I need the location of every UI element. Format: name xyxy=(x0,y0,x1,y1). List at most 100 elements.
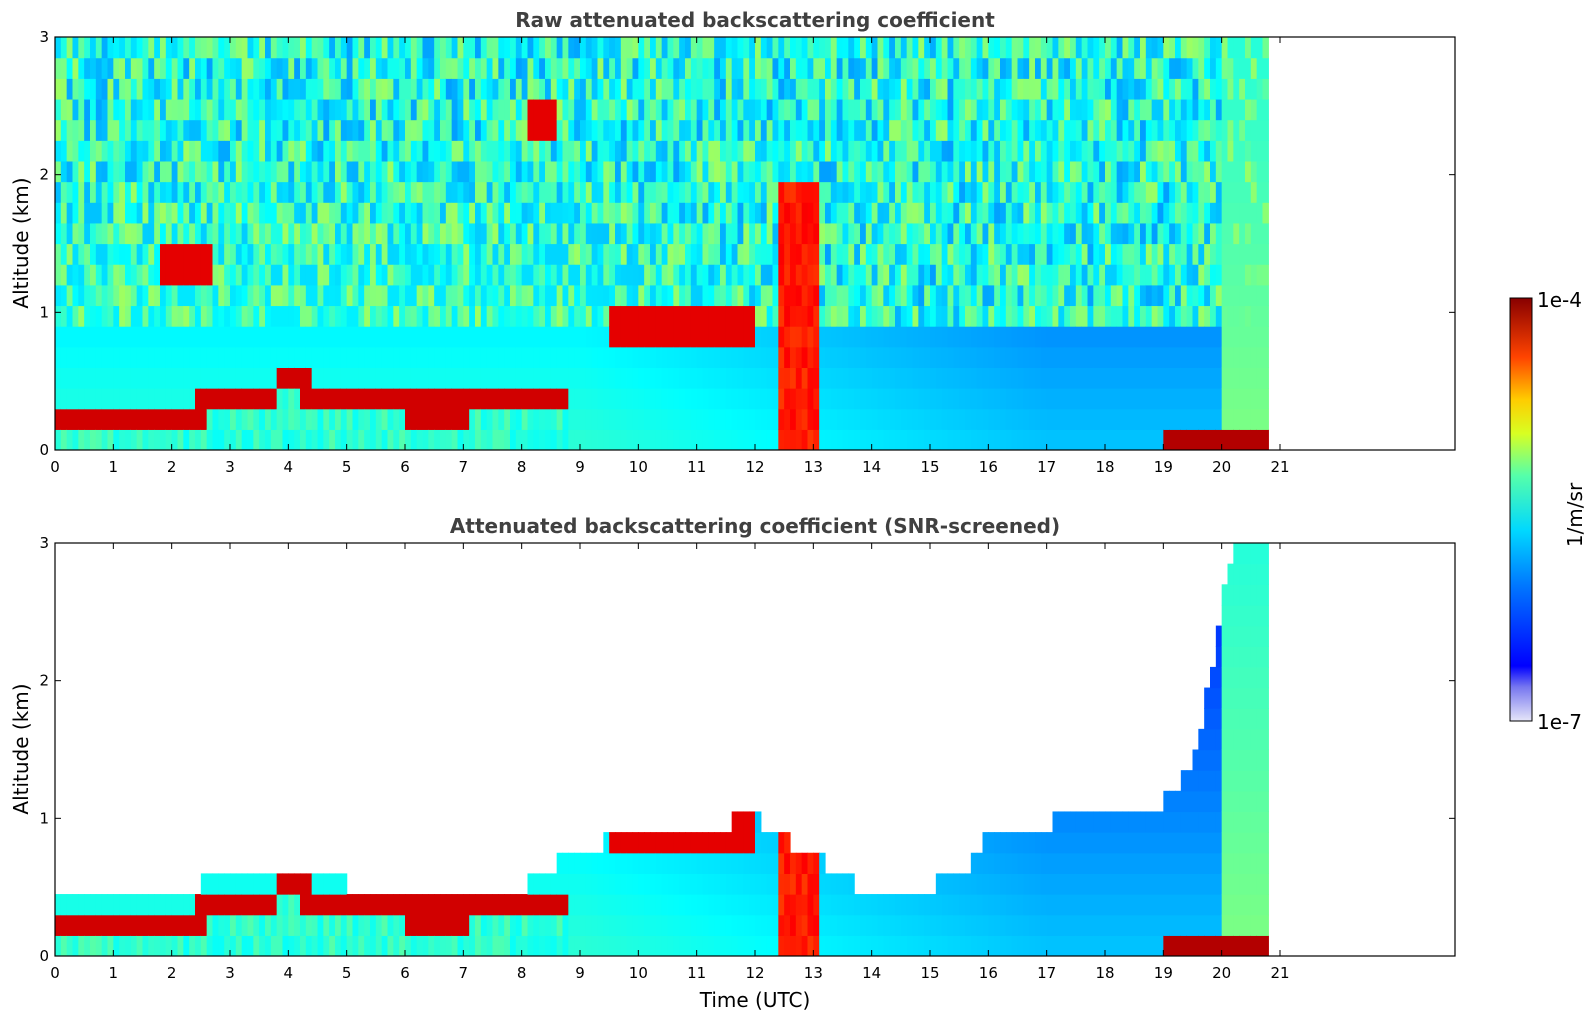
heatmap-cell xyxy=(842,935,849,956)
heatmap-cell xyxy=(1023,160,1030,183)
heatmap-cell xyxy=(125,160,132,183)
heatmap-cell xyxy=(1204,119,1211,141)
heatmap-cell xyxy=(393,367,400,389)
heatmap-cell xyxy=(259,202,266,224)
heatmap-cell xyxy=(638,243,645,265)
heatmap-cell xyxy=(848,243,855,265)
heatmap-cell xyxy=(428,222,435,245)
heatmap-cell xyxy=(329,140,336,162)
heatmap-cell xyxy=(72,181,79,203)
heatmap-cell xyxy=(900,264,908,286)
heatmap-cell xyxy=(1058,181,1065,203)
heatmap-cell xyxy=(685,367,692,389)
heatmap-cell xyxy=(434,914,441,936)
heatmap-cell xyxy=(784,346,791,368)
heatmap-cell xyxy=(177,140,184,162)
heatmap-cell xyxy=(1122,202,1129,224)
heatmap-cell xyxy=(533,305,540,327)
heatmap-cell xyxy=(259,935,266,956)
heatmap-cell xyxy=(224,429,231,450)
heatmap-cell xyxy=(644,78,651,100)
heatmap-cell xyxy=(1163,408,1170,430)
heatmap-cell xyxy=(457,222,464,245)
heatmap-cell xyxy=(580,140,587,162)
heatmap-cell xyxy=(469,914,476,936)
heatmap-cell xyxy=(457,160,464,183)
heatmap-cell xyxy=(941,243,949,265)
heatmap-cell xyxy=(200,222,208,245)
heatmap-cell xyxy=(591,78,599,100)
heatmap-cell xyxy=(720,57,727,79)
heatmap-cell xyxy=(947,388,954,410)
heatmap-cell xyxy=(760,367,768,389)
heatmap-cell xyxy=(335,873,342,895)
heatmap-cell xyxy=(941,140,949,162)
heatmap-cell xyxy=(300,914,307,936)
heatmap-cell xyxy=(136,429,144,450)
x-tick-label: 9 xyxy=(575,458,585,476)
heatmap-cell xyxy=(580,284,587,307)
heatmap-cell xyxy=(708,160,715,183)
heatmap-cell xyxy=(1180,326,1188,348)
x-tick-label: 3 xyxy=(225,458,235,476)
heatmap-cell xyxy=(725,326,733,348)
heatmap-cell xyxy=(311,140,319,162)
heatmap-cell xyxy=(533,202,540,224)
heatmap-cell xyxy=(830,264,838,286)
heatmap-cell xyxy=(906,57,914,79)
heatmap-cell xyxy=(982,852,989,874)
heatmap-cell xyxy=(825,408,832,430)
heatmap-cell xyxy=(679,914,686,936)
heatmap-cell xyxy=(760,388,768,410)
heatmap-cell xyxy=(183,894,190,916)
heatmap-cell xyxy=(300,243,307,265)
heatmap-cell xyxy=(1029,832,1036,854)
heatmap-cell xyxy=(568,326,575,348)
heatmap-cell xyxy=(1163,429,1170,450)
heatmap-cell xyxy=(784,935,791,956)
heatmap-cell xyxy=(807,264,814,286)
heatmap-cell xyxy=(533,243,540,265)
heatmap-cell xyxy=(259,181,266,203)
heatmap-cell xyxy=(165,305,173,327)
heatmap-cell xyxy=(807,119,814,141)
heatmap-cell xyxy=(1198,367,1205,389)
heatmap-cell xyxy=(953,264,960,286)
heatmap-cell xyxy=(562,140,569,162)
heatmap-cell xyxy=(1070,326,1077,348)
heatmap-cell xyxy=(183,388,190,410)
heatmap-cell xyxy=(1192,57,1199,79)
heatmap-cell xyxy=(381,57,389,79)
heatmap-cell xyxy=(1215,243,1223,265)
heatmap-cell xyxy=(854,408,861,430)
heatmap-cell xyxy=(708,388,715,410)
heatmap-cell xyxy=(364,305,371,327)
heatmap-cell xyxy=(690,852,698,874)
heatmap-cell xyxy=(591,243,599,265)
heatmap-cell xyxy=(265,264,272,286)
heatmap-cell xyxy=(1210,98,1217,121)
heatmap-cell xyxy=(708,894,715,916)
heatmap-cell xyxy=(259,222,266,245)
heatmap-cell xyxy=(550,119,558,141)
heatmap-cell xyxy=(1221,140,1229,162)
heatmap-cell xyxy=(480,894,488,916)
heatmap-cell xyxy=(830,222,838,245)
heatmap-cell xyxy=(1035,305,1042,327)
heatmap-cell xyxy=(615,388,622,410)
heatmap-cell xyxy=(1046,346,1054,368)
heatmap-cell xyxy=(778,78,785,100)
heatmap-cell xyxy=(731,37,739,59)
heatmap-cell xyxy=(988,222,995,245)
heatmap-cell xyxy=(620,894,628,916)
heatmap-cell xyxy=(113,305,120,327)
heatmap-cell xyxy=(1151,140,1159,162)
heatmap-cell xyxy=(574,160,581,183)
heatmap-cell xyxy=(580,202,587,224)
heatmap-cell xyxy=(1029,408,1036,430)
heatmap-cell xyxy=(55,326,62,348)
heatmap-cell xyxy=(819,264,826,286)
heatmap-cell xyxy=(90,57,97,79)
heatmap-cell xyxy=(195,346,202,368)
heatmap-cell xyxy=(405,202,412,224)
